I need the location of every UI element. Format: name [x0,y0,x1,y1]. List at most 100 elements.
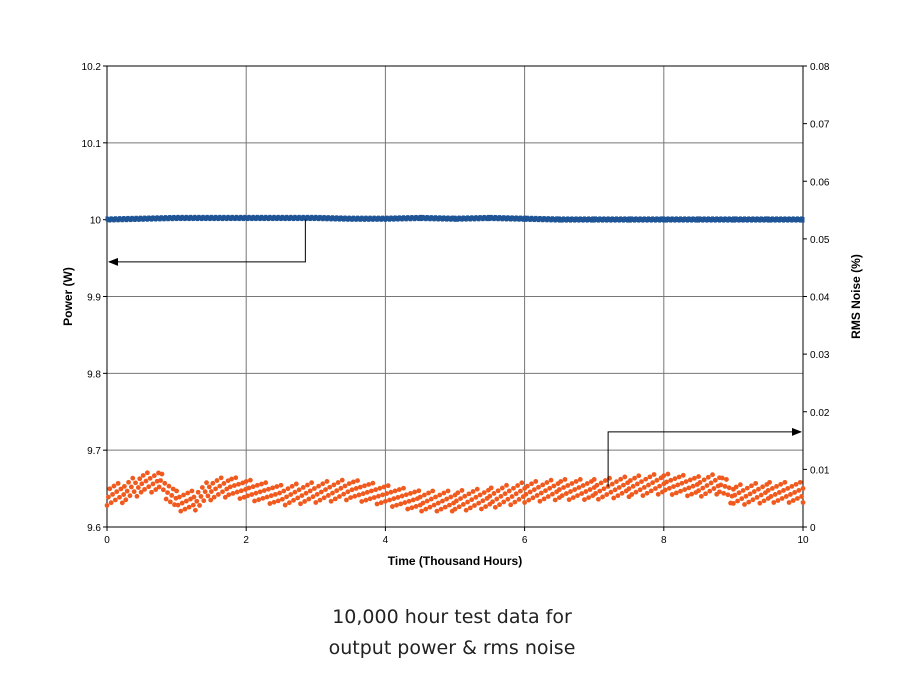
noise-point [579,491,585,496]
noise-point [469,497,475,503]
noise-point [602,478,608,483]
noise-point [178,508,184,514]
noise-point [600,494,605,500]
noise-point [268,493,274,499]
noise-point [643,476,649,482]
grid-lines [106,65,804,528]
noise-point [199,485,205,490]
noise-point [163,496,169,502]
noise-point [622,474,628,480]
noise-point [604,492,610,497]
noise-point [480,498,486,504]
noise-point [401,485,406,491]
noise-point [133,480,138,486]
noise-point [522,500,527,505]
noise-point [210,480,216,486]
noise-point [511,485,516,491]
noise-point [159,471,165,477]
noise-point [335,480,341,485]
noise-point [278,482,284,488]
noise-point [550,491,555,497]
noise-point [753,480,759,486]
noise-point [291,497,296,503]
noise-point [112,497,118,503]
noise-point [523,491,529,497]
noise-point [292,489,298,495]
noise-point [127,493,133,499]
noise-point [195,489,201,495]
noise-point [689,491,695,497]
noise-point [562,477,568,482]
noise-point [595,496,601,502]
noise-point [428,496,434,502]
noise-point [598,480,604,486]
noise-point [377,485,383,491]
y-right-tick-label: 0.08 [810,62,830,73]
noise-point [611,495,617,501]
noise-point [324,479,330,484]
noise-point [707,488,713,494]
noise-point [201,498,207,504]
noise-point [380,492,386,498]
noise-point [105,494,111,500]
noise-point [666,485,672,491]
noise-point [392,488,398,494]
noise-point [229,476,234,482]
noise-point [117,494,122,500]
noise-point [130,475,136,481]
noise-point [261,488,267,493]
noise-point [712,477,718,483]
noise-point [779,496,785,501]
y-axis-right-title: RMS Noise (%) [849,254,863,339]
noise-point [458,496,463,501]
noise-point [467,505,473,511]
chart: 0 2 4 6 8 10 9.6 9.7 9.8 9.9 10 10.1 10.2 0 0.01 0.02 0.… [61,62,863,568]
arrow-to-right-axis [607,427,802,487]
noise-point [430,488,436,494]
noise-point [515,483,521,488]
noise-point [577,477,583,482]
noise-point [654,477,660,483]
noise-point [391,496,397,502]
noise-point [516,496,522,502]
noise-point [151,473,157,479]
noise-point [705,474,711,480]
noise-point [417,494,423,500]
noise-point [150,481,156,487]
noise-point [108,500,114,506]
noise-point [776,490,782,495]
noise-point [597,488,603,494]
noise-point [137,476,143,482]
noise-point [388,489,394,495]
noise-point [373,487,379,493]
noise-point [796,488,802,493]
noise-point [170,486,176,492]
noise-point [594,482,600,488]
noise-point [473,494,479,500]
noise-point [513,491,519,497]
noise-point [273,491,278,497]
noise-point [413,504,419,509]
noise-point [349,487,355,493]
noise-point [306,496,312,502]
noise-point [501,499,507,505]
noise-point [772,492,778,497]
noise-point [142,486,147,492]
noise-point [657,483,663,489]
noise-point [204,480,209,486]
noise-point [376,493,381,499]
x-tick-label: 2 [243,535,249,546]
noise-point [364,489,370,495]
noise-point [650,480,656,486]
noise-point [165,490,170,495]
noise-point [735,498,740,504]
noise-point [317,497,323,503]
noise-point [721,490,727,496]
noise-point [683,479,689,484]
noise-point [277,490,283,496]
noise-point [362,483,367,489]
noise-point [394,502,399,508]
noise-point [696,474,701,479]
noise-point [359,499,365,504]
noise-point [630,483,636,489]
